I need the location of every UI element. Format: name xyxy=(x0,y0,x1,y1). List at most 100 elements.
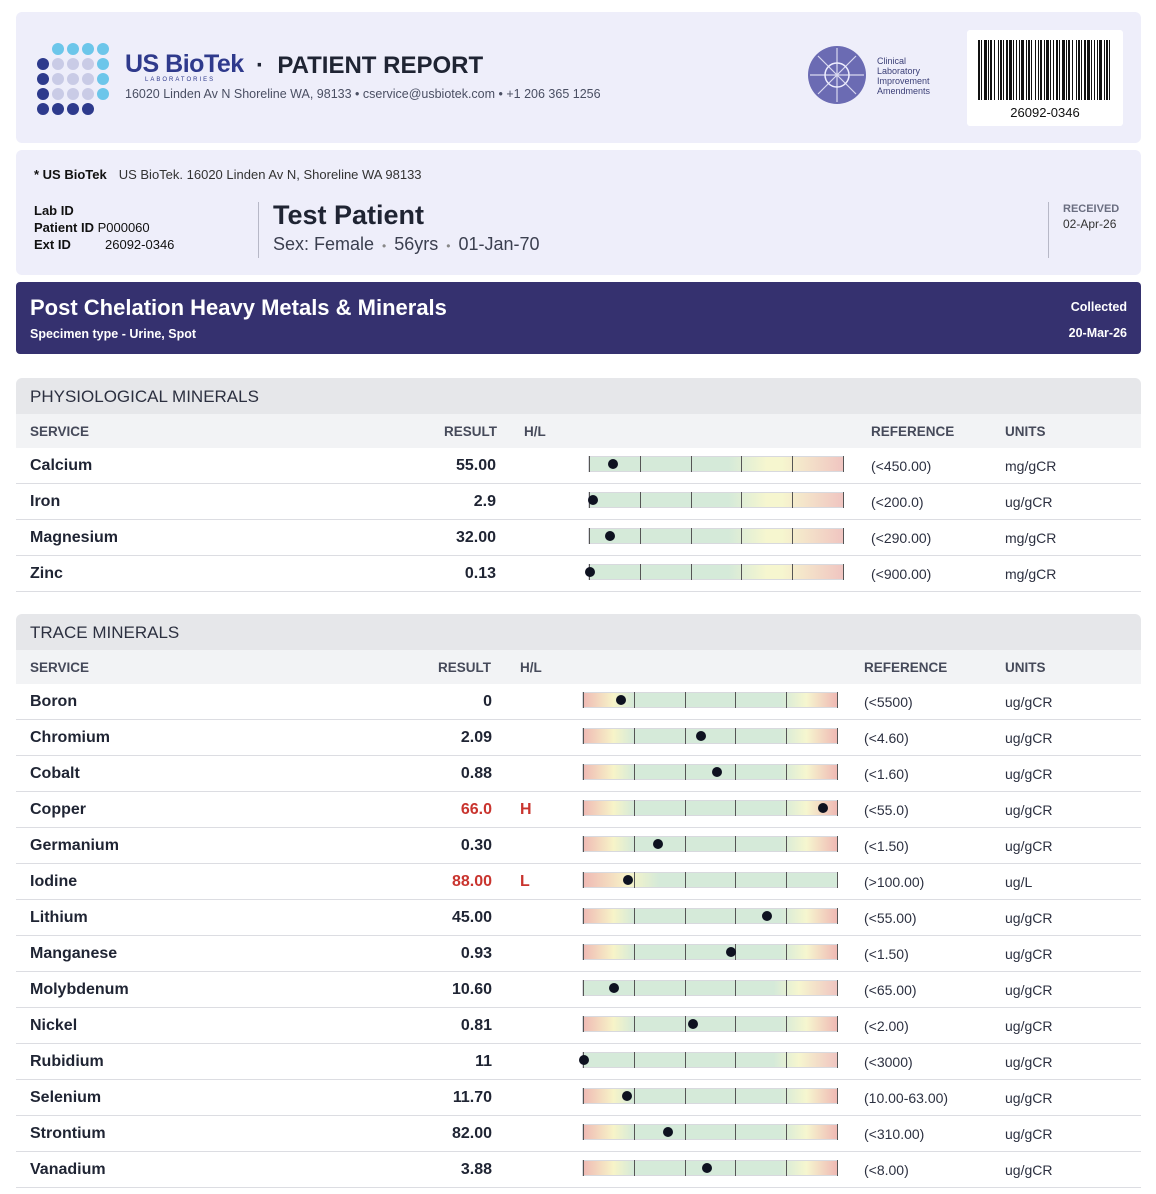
gauge-tick xyxy=(633,1124,635,1140)
gauge-tick xyxy=(633,728,635,744)
column-header-service: SERVICE xyxy=(30,660,90,675)
lab-address: US BioTek. 16020 Linden Av N, Shoreline … xyxy=(118,167,422,182)
gauge-tick xyxy=(684,836,686,852)
gauge-tick xyxy=(837,692,838,708)
range-gauge xyxy=(582,944,838,960)
column-header-hl: H/L xyxy=(524,424,546,439)
table-row: Chromium 2.09 (<4.60) ug/gCR xyxy=(16,720,1141,756)
table-row: Nickel 0.81 (<2.00) ug/gCR xyxy=(16,1008,1141,1044)
reference-range: (10.00-63.00) xyxy=(864,1090,949,1106)
gauge-tick xyxy=(684,1052,686,1068)
clia-logo-icon xyxy=(808,46,866,104)
brand-subtitle: LABORATORIES xyxy=(145,77,216,83)
reference-range: (<55.00) xyxy=(864,910,917,926)
reference-range: (<65.00) xyxy=(864,982,917,998)
gauge-tick xyxy=(837,1124,838,1140)
units: ug/gCR xyxy=(1005,766,1053,782)
result-value: 11 xyxy=(475,1053,492,1070)
barcode-number: 26092-0346 xyxy=(1010,105,1080,120)
collected-date: 20-Mar-26 xyxy=(1068,326,1127,340)
column-header-reference: REFERENCE xyxy=(864,660,948,675)
gauge-tick xyxy=(684,728,686,744)
hl-flag: H xyxy=(520,801,532,818)
units: ug/gCR xyxy=(1005,494,1053,510)
column-header-reference: REFERENCE xyxy=(871,424,955,439)
range-gauge xyxy=(582,836,838,852)
gauge-marker xyxy=(761,911,772,921)
gauge-marker xyxy=(702,1163,713,1173)
gauge-tick xyxy=(786,1124,788,1140)
gauge-tick xyxy=(583,944,584,960)
gauge-tick xyxy=(633,872,635,888)
reference-range: (<1.50) xyxy=(864,946,909,962)
gauge-tick xyxy=(786,980,788,996)
gauge-tick xyxy=(786,836,788,852)
gauge-tick xyxy=(684,872,686,888)
gauge-tick xyxy=(792,564,794,580)
range-gauge xyxy=(582,728,838,744)
gauge-tick xyxy=(786,692,788,708)
range-gauge xyxy=(587,492,844,508)
title-separator: · xyxy=(256,52,264,79)
range-gauge xyxy=(582,1088,838,1104)
gauge-tick xyxy=(837,728,838,744)
lab-id-label: Lab ID xyxy=(34,203,74,218)
gauge-tick xyxy=(633,1016,635,1032)
gauge-marker xyxy=(817,803,828,813)
service-name: Chromium xyxy=(30,729,110,746)
barcode-icon xyxy=(978,40,1110,100)
units: ug/gCR xyxy=(1005,802,1053,818)
gauge-tick xyxy=(589,456,590,472)
table-row: Magnesium 32.00 (<290.00) mg/gCR xyxy=(16,520,1141,556)
patient-age: 56yrs xyxy=(394,234,439,254)
reference-range: (<290.00) xyxy=(871,530,932,546)
units: ug/gCR xyxy=(1005,982,1053,998)
reference-range: (<450.00) xyxy=(871,458,932,474)
specimen-type: Specimen type - Urine, Spot xyxy=(30,327,197,341)
gauge-tick xyxy=(735,800,737,816)
units: ug/gCR xyxy=(1005,730,1053,746)
reference-range: (>100.00) xyxy=(864,874,925,890)
gauge-tick xyxy=(786,1052,788,1068)
gauge-marker xyxy=(587,495,598,505)
result-value: 0.93 xyxy=(460,945,492,962)
service-name: Iodine xyxy=(30,873,78,890)
lab-name: * US BioTek xyxy=(34,167,107,182)
section-title: TRACE MINERALS xyxy=(16,614,1141,650)
patient-sex: Sex: Female xyxy=(273,234,375,254)
table-row: Boron 0 (<5500) ug/gCR xyxy=(16,684,1141,720)
patient-id-value: P000060 xyxy=(97,220,150,235)
us-biotek-logo-icon xyxy=(37,43,109,115)
gauge-tick xyxy=(837,836,838,852)
barcode-card: 26092-0346 xyxy=(967,30,1123,126)
hl-flag: L xyxy=(520,873,530,890)
gauge-tick xyxy=(843,564,844,580)
gauge-tick xyxy=(735,1016,737,1032)
gauge-tick xyxy=(786,1088,788,1104)
column-header-hl: H/L xyxy=(520,660,542,675)
table-row: Calcium 55.00 (<450.00) mg/gCR xyxy=(16,448,1141,484)
gauge-tick xyxy=(639,456,641,472)
reference-range: (<55.0) xyxy=(864,802,909,818)
lab-line: * US BioTek US BioTek. 16020 Linden Av N,… xyxy=(34,167,422,182)
gauge-tick xyxy=(583,908,584,924)
result-value: 10.60 xyxy=(451,981,492,998)
patient-ids: Lab ID Patient ID P000060 Ext ID 26092-03… xyxy=(34,202,174,253)
column-headers: SERVICE RESULT H/L REFERENCE UNITS xyxy=(16,650,1141,684)
gauge-tick xyxy=(684,1016,686,1032)
gauge-tick xyxy=(583,800,584,816)
reference-range: (<1.60) xyxy=(864,766,909,782)
table-row: Selenium 11.70 (10.00-63.00) ug/gCR xyxy=(16,1080,1141,1116)
range-gauge xyxy=(582,980,838,996)
patient-demographics: Sex: Female • 56yrs • 01-Jan-70 xyxy=(273,234,540,254)
reference-range: (<1.50) xyxy=(864,838,909,854)
table-row: Molybdenum 10.60 (<65.00) ug/gCR xyxy=(16,972,1141,1008)
result-value: 0.88 xyxy=(460,765,492,782)
units: ug/gCR xyxy=(1005,1054,1053,1070)
service-name: Cobalt xyxy=(30,765,80,782)
table-row: Strontium 82.00 (<310.00) ug/gCR xyxy=(16,1116,1141,1152)
reference-range: (<8.00) xyxy=(864,1162,909,1178)
gauge-tick xyxy=(633,944,635,960)
service-name: Strontium xyxy=(30,1125,106,1142)
gauge-tick xyxy=(690,564,692,580)
